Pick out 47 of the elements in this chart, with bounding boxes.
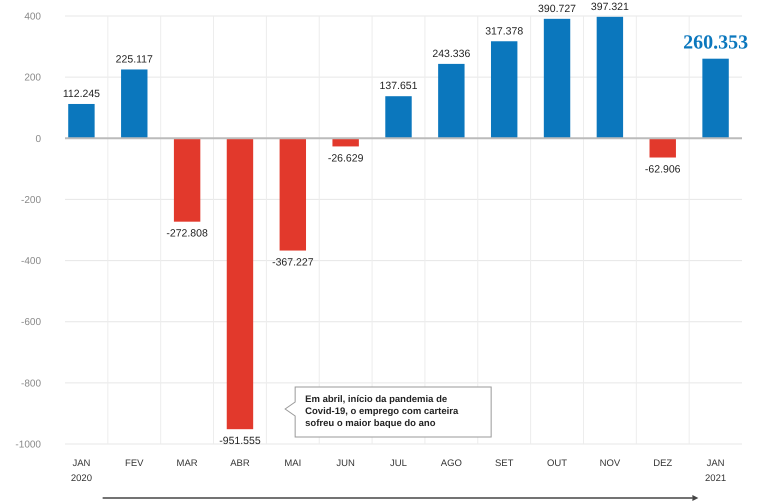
- bar: [702, 58, 729, 138]
- bar: [121, 69, 148, 138]
- bar: [226, 138, 254, 430]
- data-label: -367.227: [272, 256, 314, 269]
- data-label: 317.378: [485, 25, 524, 38]
- data-label: 243.336: [432, 48, 470, 60]
- annotation: Em abril, início da pandemia de Covid-19, o emprego com carteira sofreu o maior baque do ano: [305, 394, 459, 429]
- y-tick-label: -400: [20, 256, 42, 268]
- x-tick-label: JAN 2021: [705, 458, 726, 484]
- y-tick-label: -600: [20, 317, 42, 328]
- x-tick-label: OUT: [547, 458, 568, 469]
- x-tick-label: AGO: [440, 458, 462, 469]
- data-label: 397.321: [590, 0, 630, 13]
- y-tick-label: -800: [20, 378, 42, 390]
- y-tick-label: 200: [24, 72, 42, 84]
- data-label: -951.555: [219, 435, 261, 448]
- y-tick-label: -1000: [15, 440, 42, 450]
- x-tick-label: JUN: [336, 458, 356, 469]
- x-tick-label: NOV: [600, 458, 621, 469]
- bar: [68, 104, 95, 138]
- x-tick-label: SET: [494, 458, 514, 469]
- x-tick-label: DEZ: [653, 458, 672, 469]
- data-label: -62.906: [644, 164, 681, 176]
- y-tick-label: 0: [35, 134, 42, 145]
- bar: [650, 138, 676, 158]
- y-tick-label: -200: [20, 194, 42, 206]
- bar: [174, 138, 200, 222]
- x-tick-label: JAN 2020: [70, 458, 92, 484]
- data-label: -272.808: [166, 228, 208, 240]
- bar: [280, 138, 306, 251]
- bar: [438, 64, 465, 138]
- bar: [544, 18, 570, 138]
- data-label: 390.727: [538, 2, 576, 15]
- bar: [385, 96, 412, 138]
- data-label: 260.353: [683, 32, 748, 54]
- y-tick-label: 400: [24, 12, 42, 22]
- data-label: 112.245: [62, 88, 100, 100]
- x-tick-label: FEV: [125, 458, 144, 469]
- data-label: 137.651: [380, 80, 418, 92]
- x-tick-label: MAI: [284, 458, 302, 469]
- bar: [490, 41, 518, 138]
- data-label: -26.629: [328, 152, 364, 164]
- x-tick-label: JUL: [390, 458, 407, 469]
- bar: [596, 16, 624, 138]
- data-label: 225.117: [116, 53, 154, 66]
- x-tick-label: ABR: [230, 458, 250, 469]
- x-tick-label: MAR: [176, 458, 198, 469]
